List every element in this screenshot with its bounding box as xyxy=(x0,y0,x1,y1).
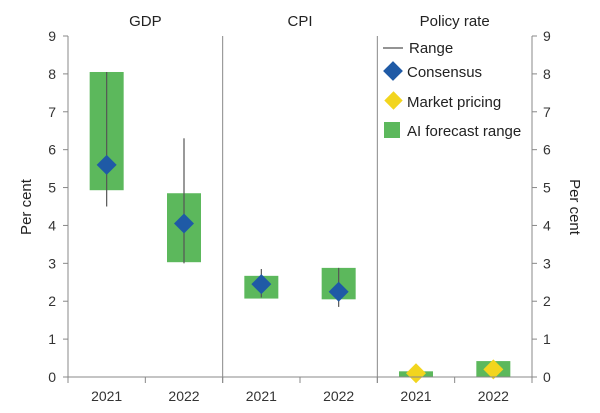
x-tick-label: 2021 xyxy=(91,388,122,404)
consensus-marker xyxy=(96,154,117,175)
y-tick-label-left: 1 xyxy=(48,331,56,347)
x-tick-label: 2022 xyxy=(478,388,509,404)
y-tick-label-left: 9 xyxy=(48,28,56,44)
market-pricing-marker xyxy=(406,363,426,384)
y-tick-label-left: 8 xyxy=(48,66,56,82)
y-tick-label-right: 7 xyxy=(543,104,551,120)
y-tick-label-right: 8 xyxy=(543,66,551,82)
y-axis-label-left: Per cent xyxy=(18,178,35,235)
y-tick-label-right: 1 xyxy=(543,331,551,347)
legend-consensus-label: Consensus xyxy=(407,64,482,81)
y-tick-label-left: 6 xyxy=(48,142,56,158)
y-tick-label-right: 5 xyxy=(543,180,551,196)
y-tick-label-left: 3 xyxy=(48,255,56,271)
panel-title-0: GDP xyxy=(129,13,162,30)
panel-title-1: CPI xyxy=(287,13,312,30)
y-tick-label-right: 9 xyxy=(543,28,551,44)
legend-consensus-marker xyxy=(383,61,403,81)
y-tick-label-right: 0 xyxy=(543,369,551,385)
consensus-marker xyxy=(251,274,272,295)
legend-ai-forecast-label: AI forecast range xyxy=(407,123,521,140)
y-tick-label-left: 4 xyxy=(48,217,56,233)
y-tick-label-right: 4 xyxy=(543,217,551,233)
y-axis-label-right: Per cent xyxy=(566,179,583,236)
consensus-marker xyxy=(328,281,349,302)
y-tick-label-left: 5 xyxy=(48,180,56,196)
x-tick-label: 2021 xyxy=(246,388,277,404)
x-tick-label: 2022 xyxy=(168,388,199,404)
legend-range-label: Range xyxy=(409,40,453,57)
legend-market-label: Market pricing xyxy=(407,94,501,111)
y-tick-label-left: 7 xyxy=(48,104,56,120)
y-tick-label-right: 2 xyxy=(543,293,551,309)
y-tick-label-right: 6 xyxy=(543,142,551,158)
legend-ai-forecast-swatch xyxy=(384,122,400,138)
consensus-marker xyxy=(174,213,194,234)
legend-market-marker xyxy=(384,91,403,110)
y-tick-label-left: 2 xyxy=(48,293,56,309)
x-tick-label: 2021 xyxy=(400,388,431,404)
x-tick-label: 2022 xyxy=(323,388,354,404)
y-tick-label-right: 3 xyxy=(543,255,551,271)
legend: Range Consensus Market pricing AI foreca… xyxy=(383,40,521,140)
market-pricing-marker xyxy=(483,359,504,380)
y-tick-label-left: 0 xyxy=(48,369,56,385)
panel-title-2: Policy rate xyxy=(420,13,490,30)
